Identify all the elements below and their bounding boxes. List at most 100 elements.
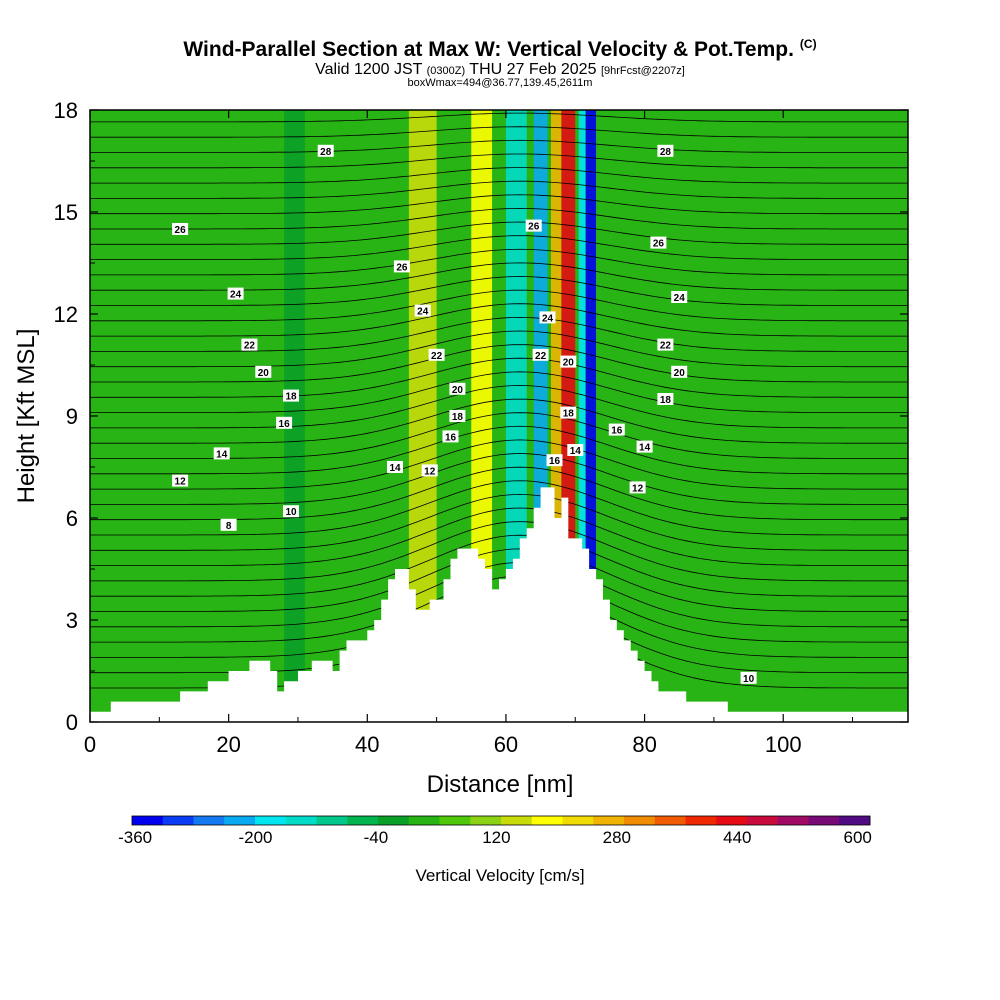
theta-contour-line — [90, 235, 908, 260]
contour-label: 18 — [657, 393, 674, 406]
contour-label-text: 16 — [611, 426, 623, 437]
contour-label-text: 16 — [549, 456, 561, 467]
contour-label: 14 — [636, 440, 653, 454]
x-tick-label: 40 — [355, 732, 379, 757]
contour-label-text: 14 — [389, 463, 401, 474]
theta-contour-line — [90, 371, 908, 413]
contour-label: 14 — [387, 461, 403, 474]
contour-label: 28 — [317, 144, 334, 158]
theta-contour-line — [90, 167, 908, 184]
contour-label-text: 20 — [452, 385, 464, 396]
contour-label-text: 10 — [285, 507, 297, 518]
contour-label-text: 26 — [653, 239, 665, 250]
contour-label-box — [421, 464, 438, 477]
contour-label: 12 — [172, 474, 189, 488]
chart-title: Wind-Parallel Section at Max W: Vertical… — [183, 37, 817, 61]
contour-label-text: 28 — [320, 147, 332, 158]
contour-label-text: 22 — [535, 351, 547, 362]
contour-label-box — [636, 440, 653, 453]
contour-label-box — [740, 671, 757, 684]
x-tick-label: 0 — [84, 732, 96, 757]
contour-label: 24 — [539, 311, 556, 324]
colorbar-swatch — [747, 816, 779, 825]
contour-label-box — [276, 416, 293, 429]
colorbar-swatch — [316, 816, 348, 825]
colorbar-swatch — [624, 816, 656, 825]
theta-contour-line — [90, 194, 908, 215]
contour-label: 12 — [421, 464, 438, 477]
theta-contour-line — [90, 453, 908, 505]
contour-label-text: 22 — [244, 341, 256, 352]
y-axis: 0 3 6 9 12 15 18 — [54, 98, 908, 735]
contour-label-box — [650, 236, 667, 249]
contour-labels: 28 28 26 26 26 26 24 24 24 24 22 22 22 22 20 20 20 20 18 18… — [172, 144, 757, 685]
contour-label: 22 — [241, 338, 258, 352]
theta-contour-line — [90, 344, 908, 383]
contour-label-text: 20 — [674, 368, 686, 379]
contour-label-text: 24 — [230, 290, 242, 301]
valid-time: Valid 1200 JST (0300Z) THU 27 Feb 2025 [… — [315, 61, 685, 78]
theta-contour-line — [90, 153, 908, 169]
contour-label: 28 — [657, 144, 674, 158]
terrain — [90, 487, 908, 722]
theta-contour-line — [90, 521, 908, 582]
theta-contour-line — [90, 385, 908, 429]
contour-label-box — [560, 355, 577, 368]
colorbar-tick-label: 440 — [723, 828, 751, 847]
theta-contours — [90, 112, 908, 689]
theta-contour-line — [90, 207, 908, 230]
colorbar-tick-label: 280 — [603, 828, 631, 847]
theta-contour-line — [90, 398, 908, 444]
x-axis: 0 20 40 60 80 100 — [84, 110, 854, 757]
y-tick-label: 0 — [66, 710, 78, 735]
contour-label-box — [539, 311, 556, 324]
theta-contour-line — [90, 357, 908, 398]
contour-label-text: 12 — [175, 477, 187, 488]
theta-contour-line — [90, 330, 908, 368]
colorbar-swatch — [501, 816, 533, 825]
y-axis-label: Height [Kft MSL] — [13, 329, 40, 504]
contour-label: 20 — [560, 355, 577, 369]
colorbar-tick-label: -200 — [238, 828, 272, 847]
colorbar-swatch — [224, 816, 256, 825]
contour-label: 26 — [525, 219, 542, 233]
theta-contour-line — [90, 425, 908, 475]
colorbar-swatch — [162, 816, 194, 825]
theta-contour-line — [90, 289, 908, 322]
contour-label: 10 — [283, 505, 299, 518]
contour-label-text: 16 — [445, 432, 457, 443]
velocity-band — [550, 110, 562, 722]
contour-label-box — [671, 365, 688, 378]
colorbar-swatch — [685, 816, 717, 825]
colorbar-swatch — [777, 816, 809, 825]
x-tick-label: 20 — [216, 732, 240, 757]
velocity-band — [585, 110, 597, 722]
contour-label: 22 — [657, 338, 674, 352]
theta-contour-line — [90, 575, 908, 643]
contour-label: 18 — [449, 410, 466, 423]
contour-label: 10 — [740, 671, 757, 685]
colorbar-swatch — [808, 816, 840, 825]
contour-label-text: 28 — [660, 147, 672, 158]
contour-label: 26 — [172, 223, 189, 236]
theta-contour-line — [90, 507, 908, 566]
contour-label-box — [172, 223, 189, 235]
theta-contour-line — [90, 562, 908, 628]
theta-contour-line — [90, 262, 908, 291]
theta-contour-line — [90, 548, 908, 612]
colorbar-swatch — [562, 816, 594, 825]
colorbar-swatch — [654, 816, 686, 825]
colorbar-swatch — [347, 816, 379, 825]
contour-label-box — [560, 406, 577, 419]
theta-contour-line — [90, 126, 908, 138]
theta-contour-line — [90, 439, 908, 490]
contour-label-box — [567, 444, 584, 456]
contour-label-text: 18 — [285, 392, 297, 403]
contour-label: 24 — [227, 287, 244, 301]
contour-label-box — [414, 304, 431, 317]
contour-label-box — [393, 260, 410, 273]
theta-contour-line — [90, 112, 908, 123]
contour-label-text: 14 — [570, 446, 582, 457]
contour-label-text: 26 — [528, 222, 540, 233]
contour-label-text: 24 — [542, 313, 554, 324]
